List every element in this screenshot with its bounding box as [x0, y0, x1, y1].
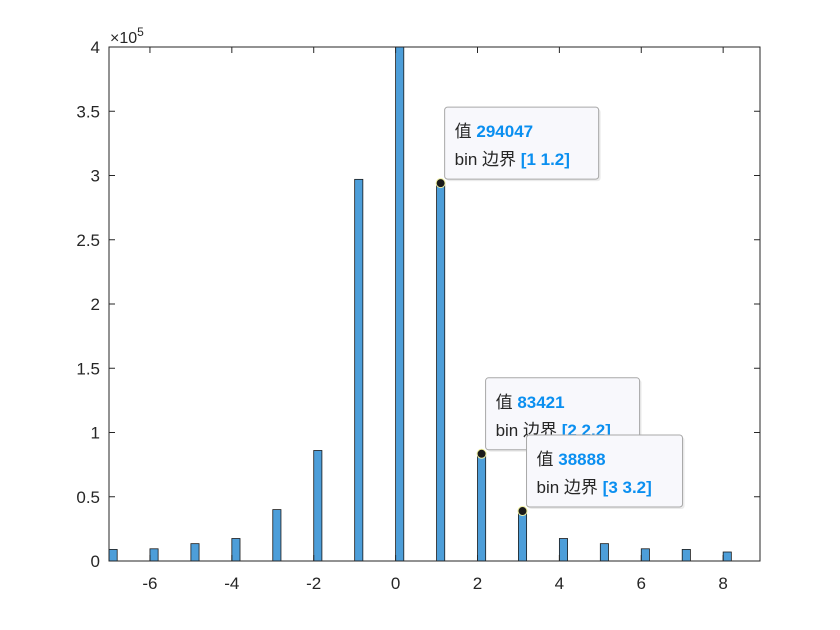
- histogram-bar[interactable]: [231, 538, 241, 562]
- y-exponent-power: 5: [137, 25, 144, 39]
- histogram-bar[interactable]: [149, 548, 159, 562]
- y-tick-label: 2: [91, 295, 100, 314]
- y-tick-label: 3: [91, 167, 100, 186]
- y-exponent-label: ×105: [110, 25, 144, 47]
- datatip-marker[interactable]: [517, 506, 528, 517]
- histogram-bar[interactable]: [313, 450, 323, 562]
- histogram-bar[interactable]: [272, 509, 282, 562]
- datatip-value: 38888: [558, 450, 605, 469]
- datatip-value: 294047: [476, 122, 533, 141]
- y-tick-label: 0.5: [76, 488, 100, 507]
- y-tick-label: 4: [91, 38, 100, 57]
- x-tick-label: 0: [391, 574, 400, 593]
- histogram-bar[interactable]: [190, 543, 200, 562]
- datatip[interactable]: 值 294047 bin 边界 [1 1.2]: [435, 106, 601, 189]
- y-tick-label: 1.5: [76, 359, 100, 378]
- datatip-edge-value: [1 1.2]: [521, 150, 570, 169]
- histogram-bar[interactable]: [108, 549, 118, 562]
- datatip-value-label: 值: [455, 122, 477, 141]
- y-axis: 0 0.5 1 1.5 2 2.5 3 3.5 4: [76, 38, 760, 571]
- x-tick-label: -2: [306, 574, 321, 593]
- datatip-edge-label: bin 边界: [455, 150, 521, 169]
- histogram-bar[interactable]: [436, 182, 446, 562]
- datatip-edge-label: bin 边界: [537, 478, 603, 497]
- x-tick-label: 2: [473, 574, 482, 593]
- x-tick-label: 8: [718, 574, 727, 593]
- histogram-bar[interactable]: [395, 46, 405, 562]
- histogram-bar[interactable]: [354, 178, 364, 562]
- datatip-edge-row: bin 边界 [3 3.2]: [537, 478, 652, 497]
- x-axis: -6 -4 -2 0 2 4 6 8: [142, 47, 728, 593]
- datatip-value: 83421: [517, 393, 564, 412]
- histogram-bar[interactable]: [681, 549, 691, 562]
- y-tick-label: 2.5: [76, 231, 100, 250]
- x-tick-label: 4: [555, 574, 564, 593]
- datatip[interactable]: 值 38888 bin 边界 [3 3.2]: [517, 434, 685, 517]
- histogram-bar[interactable]: [599, 543, 609, 562]
- x-tick-label: 6: [637, 574, 646, 593]
- datatip-value-row: 值 294047: [455, 122, 533, 141]
- datatip-edge-value: [3 3.2]: [603, 478, 652, 497]
- datatip-box: [526, 434, 684, 508]
- datatip-edge-row: bin 边界 [1 1.2]: [455, 150, 570, 169]
- datatip-value-row: 值 38888: [537, 450, 606, 469]
- datatip-marker[interactable]: [476, 448, 487, 459]
- histogram-bar[interactable]: [558, 538, 568, 562]
- datatip-marker[interactable]: [435, 178, 446, 189]
- y-tick-label: 3.5: [76, 102, 100, 121]
- histogram-bar[interactable]: [477, 453, 487, 562]
- y-tick-label: 0: [91, 552, 100, 571]
- datatip-value-label: 值: [537, 450, 559, 469]
- x-tick-label: -4: [224, 574, 239, 593]
- datatip-value-row: 值 83421: [496, 393, 565, 412]
- histogram-bar[interactable]: [518, 510, 528, 562]
- histogram-bar[interactable]: [722, 551, 732, 562]
- datatip-value-label: 值: [496, 393, 518, 412]
- histogram-bar[interactable]: [640, 548, 650, 562]
- y-tick-label: 1: [91, 424, 100, 443]
- x-tick-label: -6: [142, 574, 157, 593]
- datatip-box: [444, 106, 600, 180]
